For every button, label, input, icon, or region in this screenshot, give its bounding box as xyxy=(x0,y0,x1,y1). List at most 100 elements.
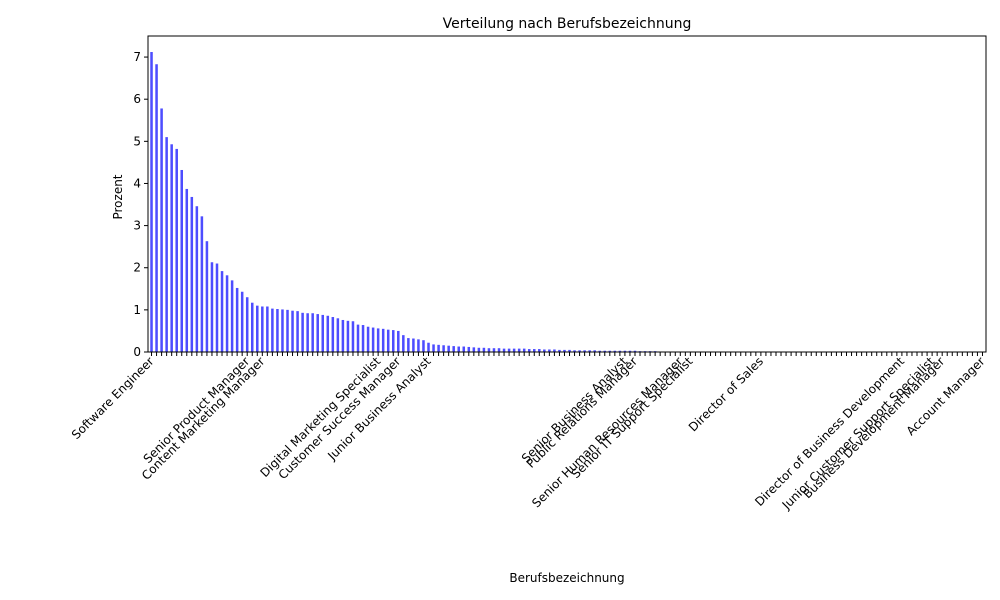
bar xyxy=(553,349,556,352)
bar xyxy=(336,318,340,352)
bar xyxy=(301,312,304,352)
bar xyxy=(563,349,566,352)
bar xyxy=(175,148,178,352)
bar xyxy=(457,346,460,352)
bar xyxy=(210,262,214,352)
bar xyxy=(225,275,229,352)
bar xyxy=(351,321,355,352)
bar xyxy=(306,313,309,352)
bar xyxy=(250,302,254,352)
bar xyxy=(533,349,536,352)
bar xyxy=(386,329,390,352)
bar xyxy=(185,188,189,352)
bar xyxy=(235,287,239,352)
bar xyxy=(462,346,466,352)
bar xyxy=(286,309,289,352)
bar xyxy=(522,348,526,352)
bar xyxy=(548,349,551,352)
bar xyxy=(291,310,294,352)
bar xyxy=(608,350,612,352)
bar xyxy=(583,350,586,352)
bar xyxy=(190,196,194,352)
bar xyxy=(538,349,541,352)
bar xyxy=(613,350,617,352)
y-tick-label: 5 xyxy=(133,134,141,148)
bar xyxy=(155,64,158,352)
bar xyxy=(331,317,335,352)
bar xyxy=(477,347,481,352)
bar xyxy=(371,327,375,352)
chart-title: Verteilung nach Berufsbezeichnung xyxy=(443,16,692,32)
bar xyxy=(296,311,299,352)
bar xyxy=(467,346,471,352)
bar xyxy=(160,108,163,352)
bar xyxy=(341,319,345,352)
y-tick-label: 6 xyxy=(133,92,141,106)
bar xyxy=(442,345,445,352)
bar xyxy=(623,350,627,352)
bar xyxy=(472,347,476,352)
bar xyxy=(593,350,596,352)
bar xyxy=(507,348,511,352)
bar xyxy=(381,328,385,352)
bar xyxy=(427,342,430,352)
bar xyxy=(361,325,365,352)
y-tick-label: 3 xyxy=(133,219,141,233)
bar xyxy=(543,349,546,352)
bar xyxy=(417,339,420,352)
bar xyxy=(346,320,350,352)
bar xyxy=(628,350,632,352)
y-tick-label: 4 xyxy=(133,176,141,190)
bar xyxy=(240,291,244,352)
bar xyxy=(281,309,284,352)
bar xyxy=(598,350,601,352)
bar xyxy=(316,314,319,352)
bar xyxy=(391,330,395,352)
bar xyxy=(402,335,405,352)
bar xyxy=(527,349,531,352)
bar xyxy=(397,330,400,352)
x-tick-label: Director of Sales xyxy=(686,354,766,434)
bar xyxy=(492,348,496,352)
bar xyxy=(487,348,491,352)
bar xyxy=(568,349,571,352)
bar xyxy=(376,328,380,352)
bar xyxy=(326,315,330,352)
bar xyxy=(618,350,622,352)
bar xyxy=(502,348,506,352)
bar xyxy=(497,348,501,352)
x-tick-label: Senior IT Support Specialist xyxy=(569,354,696,481)
x-tick-label: Director of Business Development xyxy=(752,354,907,509)
plot-frame xyxy=(147,35,987,353)
bar xyxy=(205,241,209,352)
bar xyxy=(170,144,173,352)
bar xyxy=(447,345,450,352)
bar xyxy=(356,324,360,352)
y-tick-label: 7 xyxy=(133,50,141,64)
y-tick-label: 1 xyxy=(133,303,141,317)
bar xyxy=(437,344,440,352)
bar xyxy=(588,350,591,352)
bar xyxy=(256,305,259,352)
y-tick-label: 2 xyxy=(133,261,141,275)
bar xyxy=(311,313,314,352)
bar xyxy=(573,350,576,352)
x-tick-label: Customer Success Manager xyxy=(276,354,404,482)
bar xyxy=(578,350,581,352)
bar xyxy=(482,347,486,352)
x-axis-label: Berufsbezeichnung xyxy=(509,571,624,585)
bar xyxy=(412,338,415,352)
bar xyxy=(276,309,279,352)
bar xyxy=(245,297,249,352)
x-tick-label: Senior Product Manager xyxy=(141,354,253,466)
bar xyxy=(512,348,516,352)
bar xyxy=(261,306,264,352)
bar xyxy=(165,137,168,352)
bar xyxy=(407,338,410,352)
bar xyxy=(517,348,521,352)
bar xyxy=(220,271,224,352)
bar xyxy=(422,340,425,352)
x-tick-label: Content Marketing Manager xyxy=(139,354,268,483)
bar xyxy=(366,326,370,352)
